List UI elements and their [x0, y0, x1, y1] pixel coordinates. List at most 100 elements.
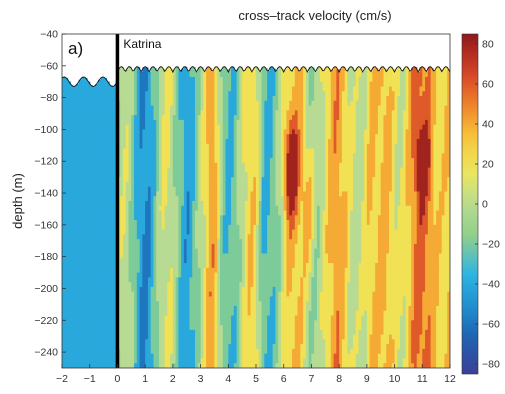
field-cell — [222, 310, 227, 317]
field-cell — [225, 115, 229, 121]
field-cell — [103, 239, 107, 245]
field-cell — [269, 138, 274, 145]
field-cell — [242, 334, 246, 340]
field-cell — [131, 348, 135, 355]
field-cell — [256, 181, 260, 188]
field-cell — [189, 353, 193, 360]
field-cell — [159, 344, 163, 350]
field-cell — [125, 205, 130, 212]
field-cell — [195, 138, 199, 145]
field-cell — [167, 334, 171, 340]
field-cell — [98, 124, 102, 131]
field-cell — [219, 248, 224, 255]
field-cell — [84, 296, 88, 302]
field-cell — [167, 229, 171, 235]
field-cell — [67, 96, 71, 102]
field-cell — [67, 181, 71, 188]
field-cell — [134, 353, 138, 360]
field-cell — [89, 239, 94, 245]
field-cell — [206, 301, 210, 307]
field-cell — [253, 267, 257, 274]
field-cell — [267, 253, 271, 259]
field-cell — [70, 86, 74, 92]
field-cell — [228, 277, 232, 283]
field-cell — [242, 339, 246, 345]
field-cell — [247, 339, 252, 345]
field-cell — [120, 263, 124, 269]
field-cell — [84, 263, 88, 269]
field-cell — [131, 363, 135, 368]
field-cell — [278, 167, 282, 173]
field-cell — [75, 348, 80, 355]
field-cell — [159, 224, 163, 231]
field-cell — [239, 234, 243, 240]
field-cell — [139, 196, 143, 202]
field-cell — [84, 134, 88, 140]
field-cell — [208, 348, 213, 355]
field-cell — [164, 363, 168, 368]
field-cell — [139, 363, 143, 368]
field-cell — [219, 158, 224, 164]
field-cell — [250, 239, 254, 245]
field-cell — [256, 320, 260, 326]
field-cell — [256, 243, 260, 250]
field-cell — [62, 310, 66, 317]
field-cell — [103, 124, 107, 131]
field-cell — [200, 148, 204, 154]
field-cell — [192, 196, 196, 202]
field-cell — [122, 162, 127, 169]
field-cell — [62, 305, 66, 312]
field-cell — [222, 153, 227, 159]
field-cell — [111, 296, 116, 302]
field-cell — [256, 325, 260, 331]
field-cell — [161, 138, 166, 145]
field-cell — [128, 67, 132, 73]
field-cell — [78, 124, 82, 131]
field-cell — [264, 143, 268, 150]
field-cell — [120, 305, 124, 312]
field-cell — [181, 334, 185, 340]
field-cell — [172, 239, 177, 245]
field-cell — [178, 353, 182, 360]
field-cell — [139, 320, 143, 326]
field-cell — [142, 134, 146, 140]
field-cell — [267, 286, 271, 293]
field-cell — [256, 267, 260, 274]
field-cell — [189, 100, 193, 107]
field-cell — [172, 115, 177, 121]
field-cell — [67, 320, 71, 326]
field-cell — [86, 181, 91, 188]
field-cell — [125, 138, 130, 145]
field-cell — [150, 129, 155, 135]
field-cell — [172, 100, 177, 107]
field-cell — [267, 277, 271, 283]
field-cell — [147, 138, 152, 145]
field-cell — [139, 86, 143, 92]
field-cell — [67, 315, 71, 321]
field-cell — [261, 215, 265, 221]
field-cell — [159, 191, 163, 197]
field-cell — [178, 258, 182, 264]
field-cell — [86, 248, 91, 255]
field-cell — [242, 358, 246, 364]
field-cell — [225, 258, 229, 264]
field-cell — [103, 329, 107, 336]
field-cell — [156, 70, 160, 73]
field-cell — [64, 153, 69, 159]
field-cell — [217, 296, 221, 302]
field-cell — [275, 348, 279, 355]
field-cell — [228, 301, 232, 307]
field-cell — [261, 348, 265, 355]
field-cell — [203, 81, 207, 88]
field-cell — [208, 129, 213, 135]
field-cell — [164, 115, 168, 121]
field-cell — [161, 286, 166, 293]
field-cell — [256, 119, 260, 126]
field-cell — [134, 76, 138, 83]
field-cell — [186, 201, 191, 207]
field-cell — [256, 148, 260, 154]
field-cell — [267, 296, 271, 302]
field-cell — [145, 129, 149, 135]
field-cell — [98, 215, 102, 221]
field-cell — [247, 239, 252, 245]
